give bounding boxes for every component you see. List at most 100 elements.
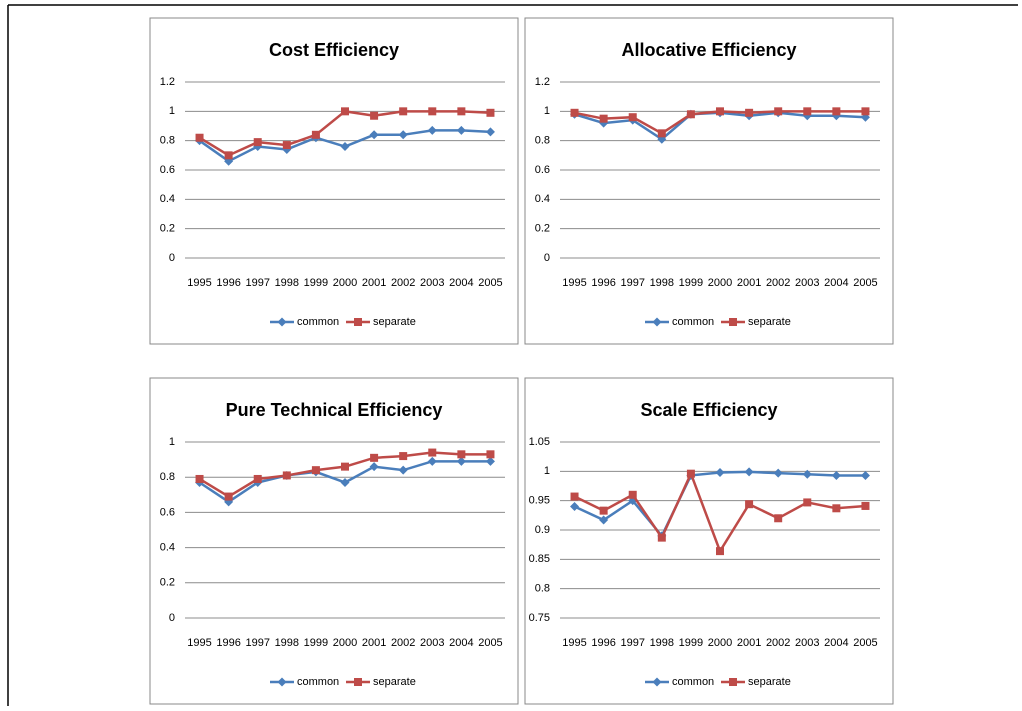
marker <box>686 469 695 478</box>
marker <box>428 107 437 116</box>
x-tick-label: 2005 <box>478 277 502 289</box>
marker <box>195 133 204 142</box>
y-tick-label: 0.95 <box>529 495 550 507</box>
x-tick-label: 2004 <box>449 637 473 649</box>
x-tick-label: 1997 <box>620 637 644 649</box>
chart-panel <box>524 377 894 705</box>
y-tick-label: 0 <box>544 252 550 264</box>
x-tick-label: 2000 <box>333 637 357 649</box>
y-tick-label: 1 <box>544 105 550 117</box>
x-tick-label: 2000 <box>333 277 357 289</box>
legend-marker <box>652 677 662 687</box>
y-tick-label: 1 <box>544 465 550 477</box>
marker <box>398 465 408 475</box>
marker <box>398 130 408 140</box>
marker <box>282 141 291 150</box>
marker <box>716 107 724 116</box>
marker <box>861 501 870 510</box>
legend-marker <box>277 317 287 327</box>
y-tick-label: 0 <box>169 612 175 624</box>
y-tick-label: 0.8 <box>535 135 550 147</box>
marker <box>774 514 783 523</box>
x-tick-label: 1995 <box>187 637 211 649</box>
x-tick-label: 1999 <box>679 637 703 649</box>
x-tick-label: 2002 <box>766 637 790 649</box>
x-tick-label: 2001 <box>737 277 761 289</box>
x-tick-label: 1999 <box>304 277 328 289</box>
y-tick-label: 0.8 <box>535 583 550 595</box>
y-tick-label: 0.9 <box>535 524 550 536</box>
marker <box>716 547 724 556</box>
y-tick-label: 1 <box>169 105 175 117</box>
marker <box>803 107 812 116</box>
legend-label: common <box>672 316 714 328</box>
marker <box>282 471 291 480</box>
y-tick-label: 0.6 <box>160 506 175 518</box>
y-tick-label: 1.2 <box>535 76 550 88</box>
marker <box>456 125 466 135</box>
marker <box>832 504 841 513</box>
marker <box>370 111 379 120</box>
marker <box>745 108 754 117</box>
marker <box>486 450 495 459</box>
x-tick-label: 1998 <box>275 277 299 289</box>
chart-panel <box>524 17 894 345</box>
x-tick-label: 2004 <box>824 637 848 649</box>
legend-marker <box>354 678 362 686</box>
y-tick-label: 0.75 <box>529 612 550 624</box>
x-tick-label: 1997 <box>620 277 644 289</box>
chart-panel <box>149 17 519 345</box>
x-tick-label: 2002 <box>391 637 415 649</box>
legend-marker <box>729 678 737 686</box>
legend-marker <box>729 318 737 326</box>
legend-label: common <box>297 676 339 688</box>
x-tick-label: 1996 <box>591 637 615 649</box>
legend-label: separate <box>748 316 791 328</box>
x-tick-label: 1996 <box>591 277 615 289</box>
y-tick-label: 0.2 <box>535 223 550 235</box>
marker <box>486 108 495 117</box>
x-tick-label: 2003 <box>795 637 819 649</box>
x-tick-label: 1995 <box>187 277 211 289</box>
marker <box>860 470 870 480</box>
legend-marker <box>652 317 662 327</box>
x-tick-label: 1998 <box>275 637 299 649</box>
legend-marker <box>277 677 287 687</box>
x-tick-label: 1999 <box>679 277 703 289</box>
legend-label: separate <box>373 316 416 328</box>
legend-marker <box>354 318 362 326</box>
marker <box>427 456 437 466</box>
x-tick-label: 2005 <box>478 637 502 649</box>
x-tick-label: 1997 <box>245 637 269 649</box>
marker <box>399 107 408 116</box>
chart-title: Cost Efficiency <box>269 40 399 60</box>
x-tick-label: 2001 <box>737 637 761 649</box>
chart-title: Pure Technical Efficiency <box>226 400 443 420</box>
x-tick-label: 2004 <box>824 277 848 289</box>
marker <box>311 130 320 139</box>
legend-label: separate <box>373 676 416 688</box>
marker <box>570 492 579 501</box>
marker <box>599 506 608 515</box>
marker <box>628 490 637 499</box>
x-tick-label: 1996 <box>216 277 240 289</box>
x-tick-label: 2001 <box>362 277 386 289</box>
marker <box>774 107 783 116</box>
y-tick-label: 0 <box>169 252 175 264</box>
legend-label: separate <box>748 676 791 688</box>
x-tick-label: 2001 <box>362 637 386 649</box>
marker <box>570 502 580 512</box>
marker <box>340 142 350 152</box>
marker <box>340 477 350 487</box>
y-tick-label: 0.2 <box>160 577 175 589</box>
y-tick-label: 0.2 <box>160 223 175 235</box>
marker <box>485 456 495 466</box>
x-tick-label: 1996 <box>216 637 240 649</box>
y-tick-label: 0.85 <box>529 553 550 565</box>
x-tick-label: 2005 <box>853 637 877 649</box>
x-tick-label: 1998 <box>650 637 674 649</box>
y-tick-label: 1.05 <box>529 436 550 448</box>
y-tick-label: 0.4 <box>160 193 175 205</box>
marker <box>570 108 579 117</box>
